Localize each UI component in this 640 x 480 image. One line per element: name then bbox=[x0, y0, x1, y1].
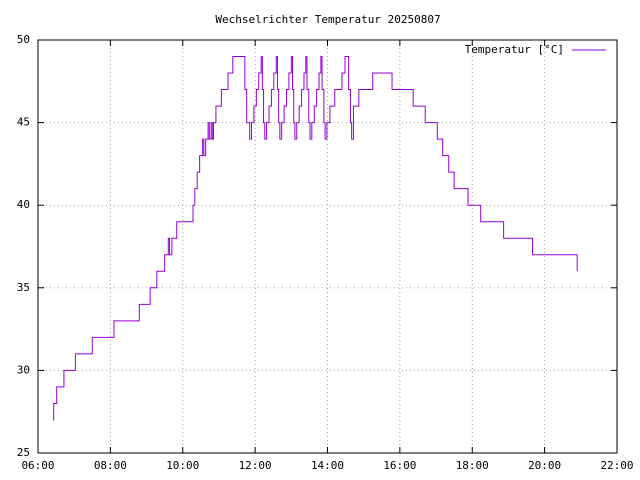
x-tick-label: 08:00 bbox=[94, 459, 127, 472]
x-tick-label: 22:00 bbox=[600, 459, 633, 472]
x-tick-label: 14:00 bbox=[311, 459, 344, 472]
y-tick-label: 45 bbox=[17, 116, 30, 129]
y-tick-label: 40 bbox=[17, 198, 30, 211]
x-tick-label: 06:00 bbox=[21, 459, 54, 472]
x-tick-label: 18:00 bbox=[456, 459, 489, 472]
y-tick-label: 35 bbox=[17, 281, 30, 294]
x-tick-label: 10:00 bbox=[166, 459, 199, 472]
x-tick-label: 20:00 bbox=[528, 459, 561, 472]
legend-label: Temperatur [°C] bbox=[465, 43, 564, 56]
y-tick-label: 50 bbox=[17, 33, 30, 46]
data-line bbox=[53, 56, 578, 421]
y-tick-label: 25 bbox=[17, 446, 30, 459]
y-tick-label: 30 bbox=[17, 363, 30, 376]
chart-title: Wechselrichter Temperatur 20250807 bbox=[215, 13, 440, 26]
x-tick-label: 12:00 bbox=[239, 459, 272, 472]
plot-frame bbox=[37, 39, 618, 454]
x-tick-label: 16:00 bbox=[383, 459, 416, 472]
